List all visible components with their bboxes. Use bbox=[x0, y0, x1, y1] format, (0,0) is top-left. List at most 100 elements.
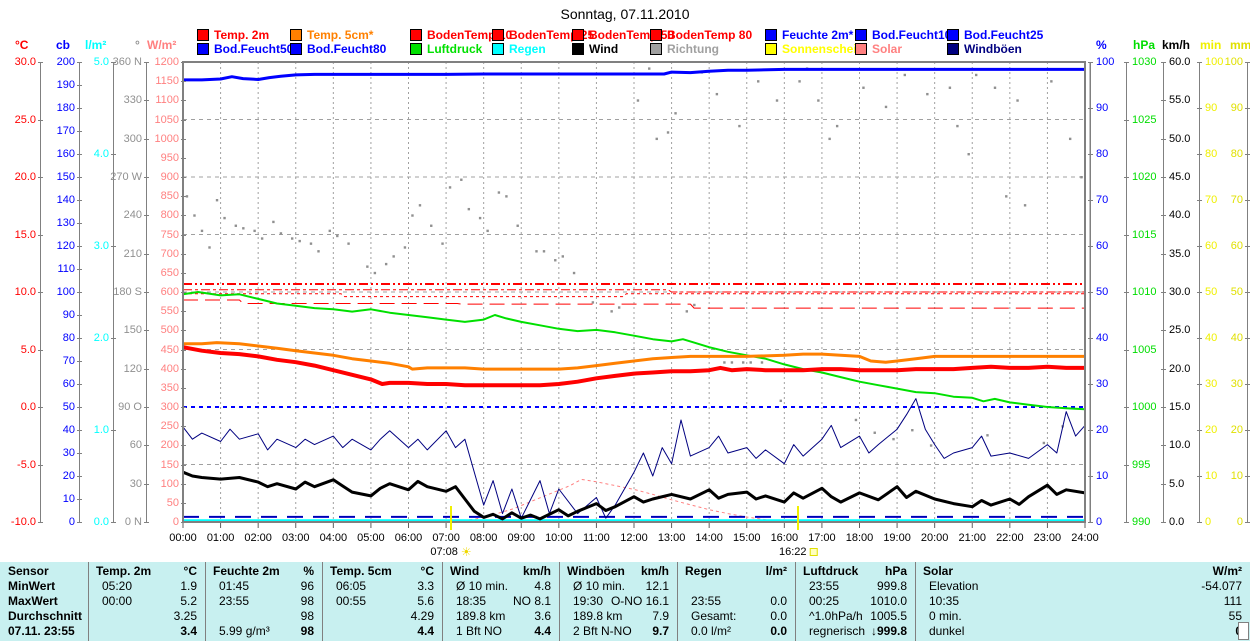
legend-swatch-icon bbox=[650, 43, 662, 55]
series-dot-richtung bbox=[200, 229, 204, 233]
legend-label: Regen bbox=[509, 42, 546, 56]
table-cell-value: 111 bbox=[1223, 594, 1242, 608]
series-dot-richtung bbox=[749, 361, 752, 364]
table-cell-time: 00:55 bbox=[336, 594, 367, 608]
x-axis-hour-label: 24:00 bbox=[1071, 532, 1099, 544]
table-cell-time: dunkel bbox=[929, 624, 965, 638]
axis-tick-label-min: 40 bbox=[1205, 332, 1218, 344]
table-cell-value: 55 bbox=[1228, 609, 1242, 623]
legend-swatch-icon bbox=[650, 29, 662, 41]
legend-swatch-icon bbox=[197, 29, 209, 41]
axis-header-lm2: l/m² bbox=[85, 38, 107, 52]
axis-tick-label-wm2: 650 bbox=[160, 267, 179, 279]
axis-tick-label-kmh: 15.0 bbox=[1169, 401, 1191, 413]
axis-tick-label-cb: 110 bbox=[57, 263, 75, 275]
axis-tick-cb bbox=[77, 246, 82, 247]
axis-tick-wm2 bbox=[181, 254, 186, 255]
legend-swatch-icon bbox=[947, 29, 959, 41]
series-dot-richtung bbox=[215, 199, 219, 202]
axis-tick-hPa bbox=[1124, 292, 1129, 293]
legend-item-bod-feucht80: Bod.Feucht80 bbox=[290, 42, 386, 56]
series-dot-richtung bbox=[775, 99, 779, 102]
axis-tick-label-hPa: 990 bbox=[1132, 516, 1151, 528]
table-cell-value: O-NO 16.1 bbox=[610, 594, 669, 608]
axis-tick-label-mm: 90 bbox=[1230, 102, 1243, 114]
axis-tick-mm bbox=[1245, 384, 1250, 385]
table-cell-time: 06:05 bbox=[336, 579, 367, 593]
x-axis-hour-label: 07:00 bbox=[432, 532, 460, 544]
axis-tick-label-cb: 20 bbox=[62, 470, 75, 482]
series-dot-richtung bbox=[693, 303, 696, 307]
axis-tick-label-cb: 160 bbox=[56, 148, 75, 160]
series-dot-richtung bbox=[655, 137, 658, 141]
axis-tick-label-mm: 10 bbox=[1230, 470, 1243, 482]
axis-tick-label-deg: 120 bbox=[123, 363, 142, 375]
x-axis-hour-label: 04:00 bbox=[319, 532, 348, 544]
table-col-unit: l/m² bbox=[765, 564, 787, 578]
table-cell-value: 0.0 bbox=[770, 624, 787, 638]
axis-tick-wm2 bbox=[181, 330, 186, 331]
series-dot-richtung bbox=[317, 250, 320, 253]
axis-tick-cb bbox=[77, 269, 82, 270]
axis-tick-mm bbox=[1245, 476, 1250, 477]
axis-tick-mm bbox=[1245, 108, 1250, 109]
series-dot-richtung bbox=[403, 246, 407, 249]
axis-tick-label-cb: 140 bbox=[56, 194, 75, 206]
legend-label: Bod.Feucht50 bbox=[214, 42, 294, 56]
series-dot-richtung bbox=[738, 124, 741, 128]
sunset-line bbox=[797, 506, 800, 530]
series-dot-richtung bbox=[467, 207, 471, 211]
axis-tick-label-cb: 190 bbox=[56, 79, 75, 91]
axis-tick-pct bbox=[1088, 430, 1093, 431]
series-dot-richtung bbox=[798, 80, 801, 83]
table-cell-value: 5.6 bbox=[417, 594, 434, 608]
table-cell-time: 189.8 km bbox=[456, 609, 506, 623]
axis-tick-label-C: 10.0 bbox=[14, 286, 36, 298]
axis-tick-wm2 bbox=[181, 407, 186, 408]
legend-swatch-icon bbox=[410, 29, 422, 41]
axis-tick-cb bbox=[77, 108, 82, 109]
series-dot-richtung bbox=[993, 86, 997, 89]
axis-tick-kmh bbox=[1161, 177, 1166, 178]
axis-tick-label-deg: 150 bbox=[123, 324, 142, 336]
axis-tick-label-hPa: 1030 bbox=[1132, 56, 1157, 68]
axis-tick-label-C: 20.0 bbox=[14, 171, 36, 183]
table-col-unit: km/h bbox=[522, 564, 551, 578]
axis-tick-wm2 bbox=[181, 292, 186, 293]
axis-tick-label-hPa: 1010 bbox=[1132, 286, 1157, 298]
axis-tick-label-C: 15.0 bbox=[14, 229, 36, 241]
table-row-label: Sensor bbox=[8, 564, 49, 578]
axis-header-deg: ° bbox=[135, 38, 140, 52]
axis-tick-label-hPa: 1000 bbox=[1132, 401, 1157, 413]
legend-swatch-icon bbox=[290, 43, 302, 55]
axis-tick-label-mm: 40 bbox=[1230, 332, 1243, 344]
axis-tick-label-pct: 90 bbox=[1096, 102, 1109, 114]
axis-tick-label-pct: 10 bbox=[1096, 470, 1109, 482]
corner-widget bbox=[1238, 622, 1249, 640]
axis-header-mm: mm bbox=[1230, 38, 1250, 52]
table-cell-value: 999.8 bbox=[876, 579, 907, 593]
table-cell-value: 3.6 bbox=[534, 609, 551, 623]
table-cell-value: 1005.5 bbox=[870, 609, 907, 623]
axis-tick-cb bbox=[77, 384, 82, 385]
series-dot-richtung bbox=[373, 271, 377, 275]
axis-tick-label-wm2: 600 bbox=[160, 286, 179, 298]
axis-tick-label-deg: 180 S bbox=[113, 286, 142, 298]
x-axis-hour-label: 17:00 bbox=[808, 532, 836, 544]
axis-tick-kmh bbox=[1161, 445, 1166, 446]
axis-tick-label-lm2: 4.0 bbox=[93, 148, 109, 160]
legend-item-bodentemp-80: BodenTemp 80 bbox=[650, 28, 752, 42]
axis-tick-label-C: -5.0 bbox=[17, 459, 36, 471]
table-separator bbox=[322, 562, 323, 641]
series-dot-richtung bbox=[610, 310, 613, 313]
axis-tick-kmh bbox=[1161, 484, 1166, 485]
table-col-header: Feuchte 2m bbox=[213, 564, 280, 578]
series-dot-richtung bbox=[242, 227, 245, 230]
axis-tick-label-wm2: 750 bbox=[160, 229, 179, 241]
x-axis-hour-label: 14:00 bbox=[695, 532, 723, 544]
axis-tick-hPa bbox=[1124, 62, 1129, 63]
axis-tick-label-wm2: 300 bbox=[160, 401, 179, 413]
axis-tick-label-wm2: 50 bbox=[166, 497, 179, 509]
series-dot-richtung bbox=[741, 361, 745, 364]
